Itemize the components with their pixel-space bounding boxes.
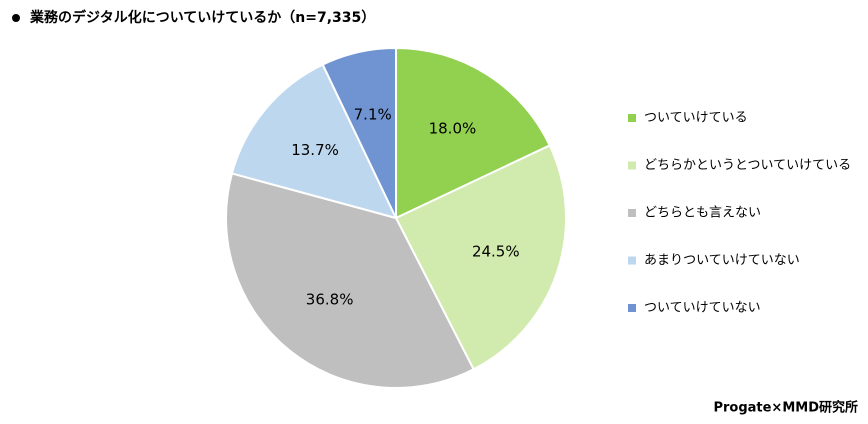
data-label: 13.7% bbox=[291, 141, 339, 159]
legend-label: どちらとも言えない bbox=[644, 206, 761, 221]
pie-slice bbox=[395, 46, 552, 220]
legend-label: ついていけていない bbox=[644, 301, 761, 316]
legend-marker bbox=[628, 209, 636, 217]
pie-slice bbox=[394, 144, 567, 371]
legend-marker bbox=[628, 114, 636, 122]
data-label: 24.5% bbox=[472, 242, 520, 260]
pie-slice bbox=[225, 172, 475, 389]
legend-label: あまりついていけていない bbox=[644, 253, 800, 268]
legend-marker bbox=[628, 161, 636, 170]
source: Progate×MMD研究所 bbox=[713, 400, 858, 416]
pie-slice bbox=[230, 63, 398, 220]
title-bullet bbox=[12, 14, 20, 22]
chart-title: 業務のデジタル化についていけているか（n=7,335） bbox=[29, 9, 375, 26]
legend-label: どちらかというとついていけている bbox=[644, 158, 851, 173]
data-label: 36.8% bbox=[306, 290, 354, 308]
legend-marker bbox=[628, 256, 636, 265]
data-label: 7.1% bbox=[354, 106, 392, 124]
legend-marker bbox=[628, 304, 636, 312]
data-label: 18.0% bbox=[429, 119, 477, 137]
legend-label: ついていけている bbox=[644, 111, 748, 126]
pie-slice bbox=[321, 46, 397, 219]
